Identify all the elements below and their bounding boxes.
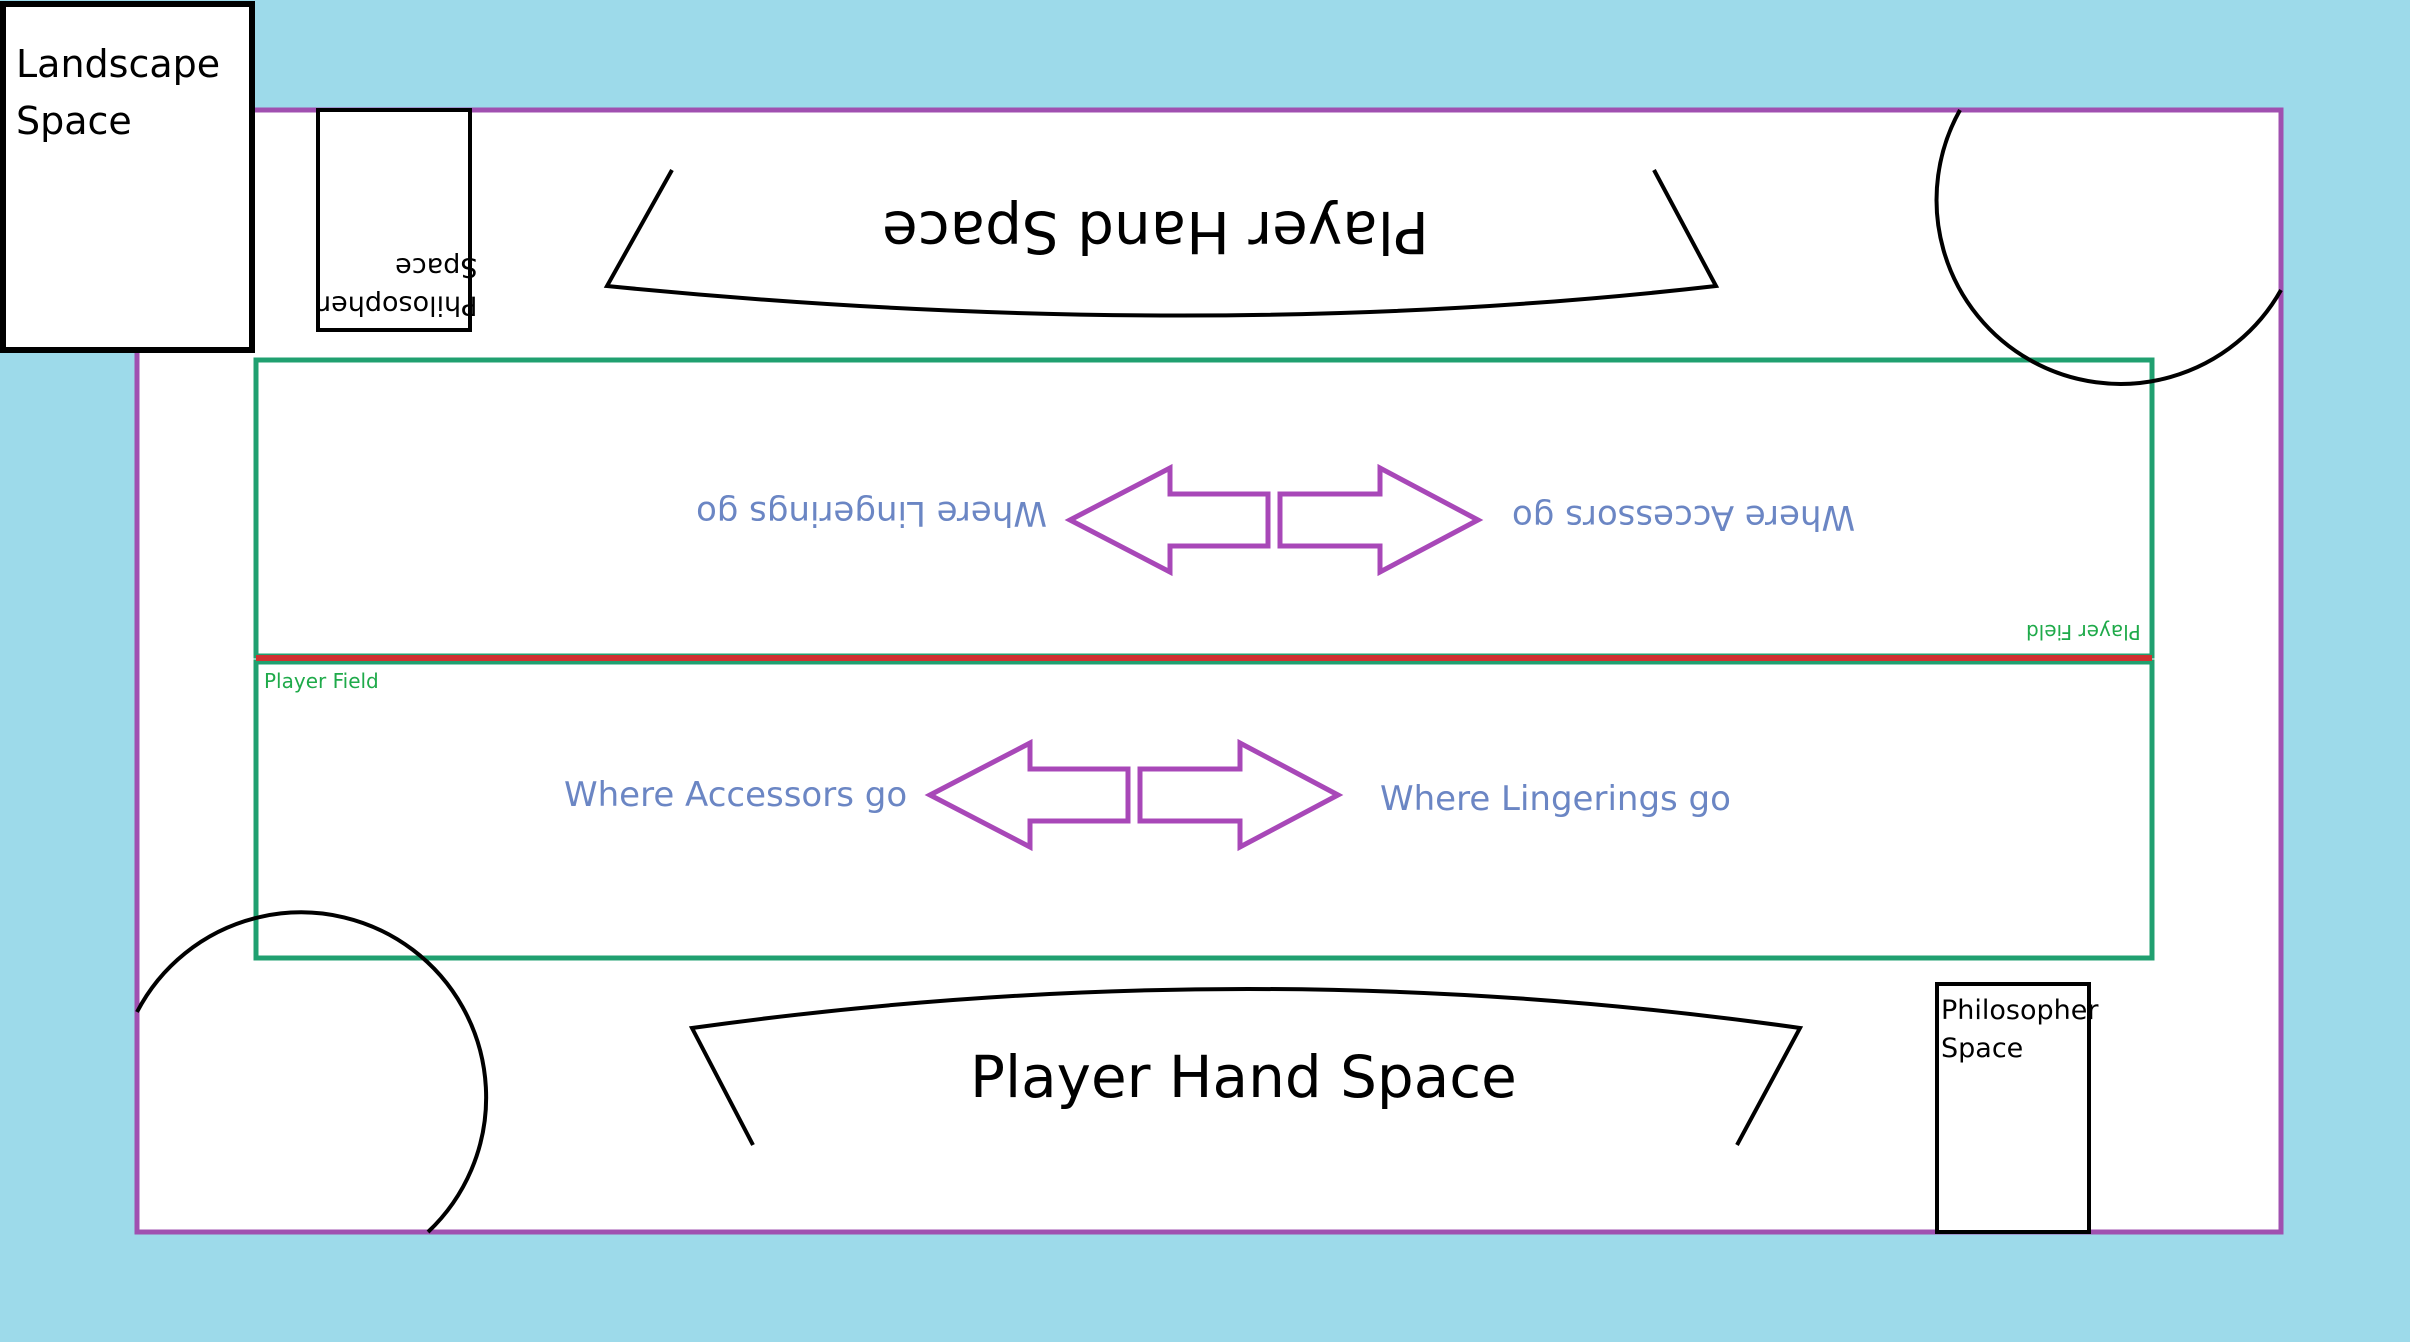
opponent-right-arrow (1277, 463, 1484, 577)
opponent-hand-outline (603, 169, 1720, 318)
player-hand-label: Player Hand Space (970, 1043, 1517, 1111)
opponent-deck-circle (1934, 109, 2283, 386)
opponent-philosopher-label: Philosopher Space (320, 251, 478, 321)
player-deck-circle (135, 910, 489, 1234)
player-accessors-label: Where Accessors go (564, 775, 908, 815)
opponent-philosopher-box (316, 108, 472, 332)
player-hand-outline (688, 987, 1804, 1146)
opponent-lingerings-label: Where Lingerings go (696, 493, 1047, 533)
player-field-zone (253, 659, 2155, 961)
opponent-hand-label: Player Hand Space (882, 198, 1429, 266)
player-philosopher-box (1935, 982, 2091, 1234)
landscape-label: Landscape Space (16, 42, 221, 143)
opponent-accessors-label: Where Accessors go (1512, 497, 1856, 537)
opponent-left-arrow (1064, 463, 1271, 577)
player-lingerings-label: Where Lingerings go (1380, 779, 1731, 819)
landscape-box (0, 1, 255, 353)
player-field-label: Player Field (264, 669, 379, 693)
player-philosopher-label: Philosopher Space (1941, 995, 2099, 1064)
opponent-field-label: Player Field (2026, 620, 2141, 644)
board-area (134, 107, 2284, 1235)
player-right-arrow (1137, 738, 1344, 852)
player-left-arrow (924, 738, 1131, 852)
